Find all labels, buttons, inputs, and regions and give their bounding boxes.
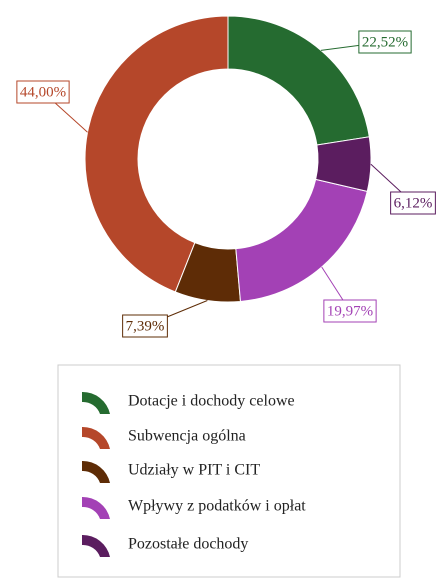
donut-slice — [227, 15, 370, 146]
legend-label: Wpływy z podatków i opłat — [128, 498, 306, 515]
legend-icon — [82, 534, 110, 557]
legend-box — [57, 364, 401, 578]
data-label-box — [358, 30, 412, 54]
legend-icon — [82, 496, 110, 519]
data-label-box — [323, 299, 377, 323]
data-label: 22,52% — [362, 34, 408, 50]
data-label-box — [122, 314, 168, 338]
legend-icon — [82, 426, 110, 449]
legend-icon — [82, 391, 110, 414]
legend-icon — [82, 460, 110, 483]
legend-label: Pozostałe dochody — [128, 536, 248, 553]
legend-label: Subwencja ogólna — [128, 428, 246, 445]
donut-slice — [315, 136, 372, 193]
legend-label: Udziały w PIT i CIT — [128, 462, 260, 479]
data-label-box — [390, 191, 436, 215]
legend-label: Dotacje i dochody celowe — [128, 393, 295, 410]
data-label: 7,39% — [126, 318, 165, 334]
data-label-box — [16, 80, 70, 104]
data-label: 44,00% — [20, 84, 66, 100]
data-label: 6,12% — [394, 195, 433, 211]
donut-slice — [84, 15, 229, 293]
data-label: 19,97% — [327, 303, 373, 319]
donut-slice — [235, 178, 368, 302]
